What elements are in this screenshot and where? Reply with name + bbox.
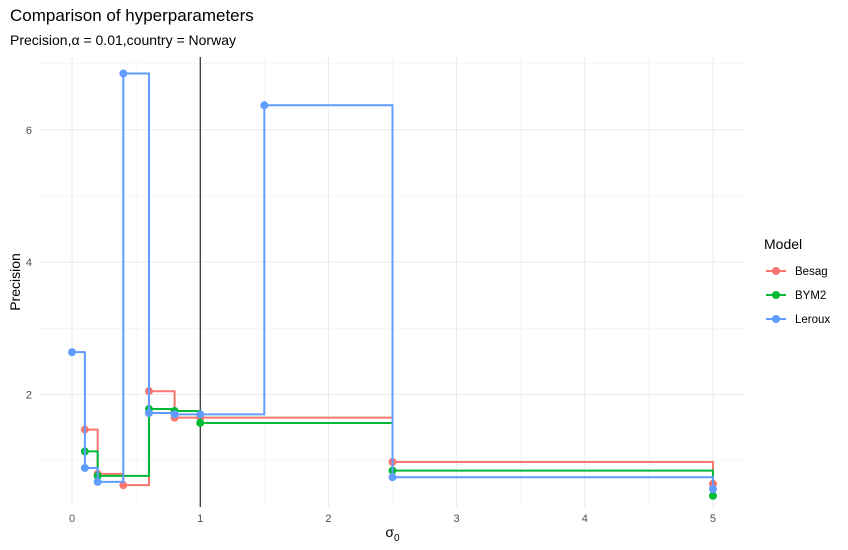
data-point-leroux bbox=[68, 348, 77, 357]
x-tick-label: 0 bbox=[69, 513, 75, 525]
data-point-leroux bbox=[144, 409, 153, 418]
data-point-leroux bbox=[119, 69, 128, 78]
x-axis-title-subscript: 0 bbox=[394, 533, 400, 544]
legend-key-point bbox=[772, 267, 780, 275]
data-point-leroux bbox=[708, 485, 717, 494]
legend-label: Leroux bbox=[795, 314, 830, 326]
data-point-leroux bbox=[196, 410, 205, 419]
series-layer bbox=[68, 69, 717, 500]
data-point-besag bbox=[119, 481, 128, 490]
series-line-bym2 bbox=[84, 408, 714, 496]
chart-subtitle: Precision,α = 0.01,country = Norway bbox=[10, 32, 236, 48]
legend-item-besag: Besag bbox=[766, 266, 828, 278]
data-point-leroux bbox=[80, 463, 89, 472]
data-point-leroux bbox=[260, 101, 269, 110]
x-axis-title-symbol: σ bbox=[385, 524, 394, 540]
x-tick-label: 2 bbox=[325, 513, 331, 525]
x-tick-label: 4 bbox=[582, 513, 588, 525]
series-leroux bbox=[68, 69, 717, 494]
y-axis-title: Precision bbox=[7, 253, 23, 311]
x-axis-ticks: 0 1 2 3 4 5 bbox=[69, 513, 716, 525]
chart-title: Comparison of hyperparameters bbox=[10, 6, 254, 25]
x-tick-label: 3 bbox=[454, 513, 460, 525]
data-point-leroux bbox=[388, 473, 397, 482]
legend-label: Besag bbox=[795, 266, 828, 278]
data-point-leroux bbox=[170, 410, 179, 419]
x-tick-label: 1 bbox=[197, 513, 203, 525]
x-axis-title: σ0 bbox=[385, 524, 400, 544]
series-besag bbox=[80, 387, 717, 490]
data-point-bym2 bbox=[708, 491, 717, 500]
y-tick-label: 2 bbox=[26, 390, 32, 402]
series-line-leroux bbox=[72, 72, 714, 490]
legend-key-point bbox=[772, 291, 780, 299]
legend-title: Model bbox=[764, 236, 802, 252]
y-tick-label: 6 bbox=[26, 125, 32, 137]
legend-key-point bbox=[772, 315, 780, 323]
y-axis-ticks: 2 4 6 bbox=[26, 125, 32, 402]
legend: Model Besag BYM2 Leroux bbox=[764, 236, 830, 326]
legend-label: BYM2 bbox=[795, 290, 826, 302]
legend-item-bym2: BYM2 bbox=[766, 290, 826, 302]
y-tick-label: 4 bbox=[26, 257, 32, 269]
data-point-bym2 bbox=[196, 418, 205, 427]
x-tick-label: 5 bbox=[710, 513, 716, 525]
data-point-leroux bbox=[93, 477, 102, 486]
legend-item-leroux: Leroux bbox=[766, 314, 830, 326]
